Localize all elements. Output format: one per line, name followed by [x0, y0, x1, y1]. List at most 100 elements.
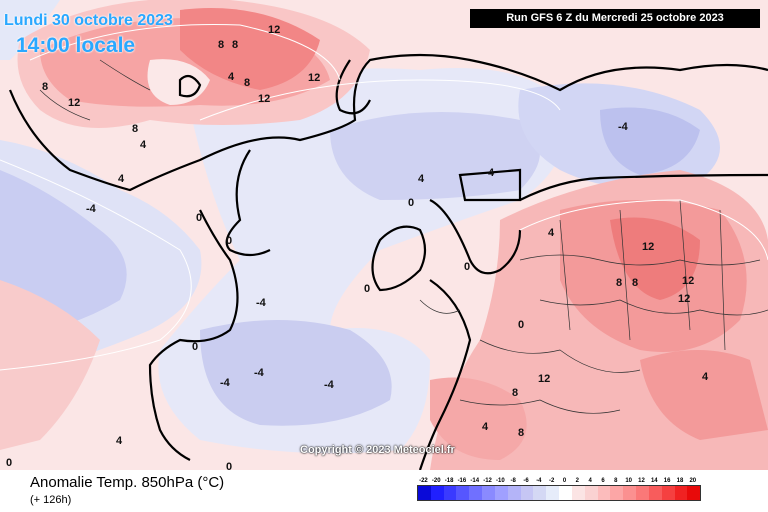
legend-label: -22 [419, 478, 428, 484]
country-borders [39, 59, 768, 414]
copyright: Copyright © 2023 Meteociel.fr [300, 444, 455, 456]
legend-label: 12 [638, 478, 645, 484]
contour-label: 12 [258, 93, 270, 105]
legend-label: -8 [510, 478, 516, 484]
contour-label: 0 [196, 212, 202, 224]
legend-label: -10 [496, 478, 505, 484]
contour-label: 12 [68, 97, 80, 109]
contour-label: 4 [418, 173, 425, 185]
legend-swatch [610, 486, 624, 500]
legend-label: -20 [431, 478, 441, 484]
legend-label: 2 [575, 478, 580, 484]
legend-label: -2 [549, 478, 555, 484]
legend-label: 14 [650, 478, 658, 484]
contour-label: 4 [488, 167, 495, 179]
contour-label: 8 [512, 387, 518, 399]
contour-label: -4 [86, 203, 97, 215]
contour-label: -4 [254, 367, 265, 379]
legend-label: 4 [588, 478, 592, 484]
legend-swatch [494, 486, 508, 500]
contour-label: 12 [538, 373, 550, 385]
contour-label: 8 [616, 277, 622, 289]
legend-labels: -22 -20 -18 -16 -14 -12 -10 -8 -6 -4 -2 0 2 4 6 8 10 12 14… [417, 478, 701, 484]
legend-swatch [648, 486, 662, 500]
contour-label: -4 [324, 379, 335, 391]
legend-swatch [520, 486, 534, 500]
legend-swatch [584, 486, 598, 500]
legend-label: 6 [601, 478, 605, 484]
legend-swatch [687, 486, 701, 500]
contour-label: 4 [140, 139, 147, 151]
contour-label: 4 [702, 371, 709, 383]
contour-label: 4 [118, 173, 125, 185]
legend-swatch [559, 486, 572, 500]
contour-label: 8 [244, 77, 250, 89]
legend-label: 0 [562, 478, 567, 484]
legend-label: 20 [689, 478, 697, 484]
legend-label: -18 [444, 478, 454, 484]
legend-label: -6 [523, 478, 529, 484]
legend-label: 10 [625, 478, 632, 484]
legend-label: 16 [663, 478, 671, 484]
legend-swatch [482, 486, 495, 500]
contour-label: 0 [464, 261, 470, 273]
contour-label: -4 [220, 377, 231, 389]
legend-swatch [443, 486, 457, 500]
contour-label: 4 [482, 421, 489, 433]
contour-label: 0 [408, 197, 414, 209]
legend-label: -16 [457, 478, 467, 484]
legend-label: -14 [470, 478, 480, 484]
forecast-lead: (+ 126h) [30, 494, 72, 506]
contour-label: 0 [6, 457, 12, 469]
contour-label: 4 [228, 71, 235, 83]
contour-label: 4 [548, 227, 555, 239]
legend-swatch [546, 486, 560, 500]
legend-swatch [533, 486, 547, 500]
contour-label: 12 [308, 72, 320, 84]
contour-label: 12 [682, 275, 694, 287]
legend-swatch [636, 486, 649, 500]
contour-label: 8 [218, 39, 224, 51]
legend-swatch [507, 486, 521, 500]
footer: Anomalie Temp. 850hPa (°C) (+ 126h) -22-… [0, 470, 768, 512]
contour-label: 0 [226, 235, 232, 247]
legend-label: -12 [483, 478, 492, 484]
contour-label: 8 [518, 427, 524, 439]
legend-swatch [418, 486, 431, 500]
legend-label: 8 [614, 478, 618, 484]
anomaly-map[interactable]: 12 12 12 12 8 8 8 8 8 4 4 4 4 4 0 0 0 0 … [0, 0, 768, 470]
contour-label: 0 [364, 283, 370, 295]
legend-swatch [623, 486, 637, 500]
forecast-date: Lundi 30 octobre 2023 [4, 12, 173, 29]
contour-label: 0 [226, 461, 232, 470]
contour-label: 8 [42, 81, 48, 93]
legend-label: -4 [536, 478, 542, 484]
forecast-time: 14:00 locale [16, 34, 136, 57]
contour-label: 0 [192, 341, 198, 353]
contour-label: 8 [132, 123, 138, 135]
color-legend: -22 -20 -18 -16 -14 -12 -10 -8 -6 -4 -2 0 2 4 6 8 10 12 14… [417, 478, 702, 501]
coastlines [8, 53, 768, 470]
warm-anomaly-areas [0, 0, 768, 470]
contour-label: 12 [678, 293, 690, 305]
contour-label: 4 [116, 435, 123, 447]
contour-label: 0 [518, 319, 524, 331]
map-title: Anomalie Temp. 850hPa (°C) [30, 474, 225, 491]
legend-label: 18 [676, 478, 684, 484]
legend-swatch [469, 486, 483, 500]
legend-bar [417, 485, 702, 501]
legend-swatch [571, 486, 585, 500]
legend-swatch [674, 486, 688, 500]
legend-swatch [597, 486, 611, 500]
contour-label: -4 [618, 121, 629, 133]
contour-labels: 12 12 12 12 8 8 8 8 8 4 4 4 4 4 0 0 0 0 … [6, 24, 709, 470]
contour-label: -4 [256, 297, 267, 309]
legend-swatch [430, 486, 444, 500]
legend-swatch [456, 486, 470, 500]
contour-label: 12 [642, 241, 654, 253]
contour-label: 8 [232, 39, 238, 51]
run-info: Run GFS 6 Z du Mercredi 25 octobre 2023 [470, 9, 760, 28]
contour-label: 8 [632, 277, 638, 289]
legend-swatch [661, 486, 675, 500]
isotherm-contours [0, 23, 768, 371]
